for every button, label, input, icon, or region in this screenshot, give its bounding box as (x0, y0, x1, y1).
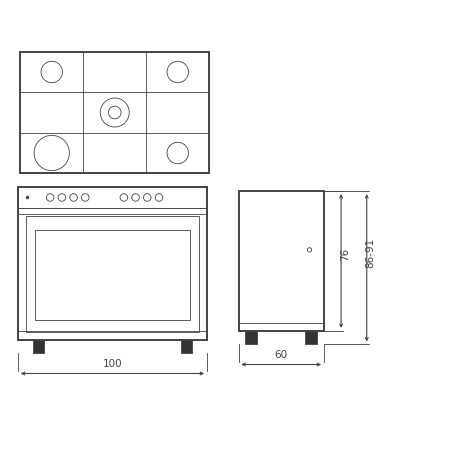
Bar (33, 340, 44, 353)
Text: 76: 76 (340, 248, 350, 261)
Bar (245, 331, 257, 344)
Bar (26, 216, 199, 332)
Text: 100: 100 (103, 359, 122, 369)
Bar (238, 323, 324, 331)
Bar (35, 230, 190, 320)
Text: 86-91: 86-91 (365, 238, 375, 268)
Bar (18, 187, 207, 208)
Bar (18, 331, 207, 340)
Text: 60: 60 (274, 350, 288, 360)
Bar (238, 191, 324, 331)
Bar (20, 52, 209, 173)
Bar (305, 331, 317, 344)
Bar (18, 208, 207, 214)
Bar (181, 340, 192, 353)
Bar (18, 187, 207, 340)
